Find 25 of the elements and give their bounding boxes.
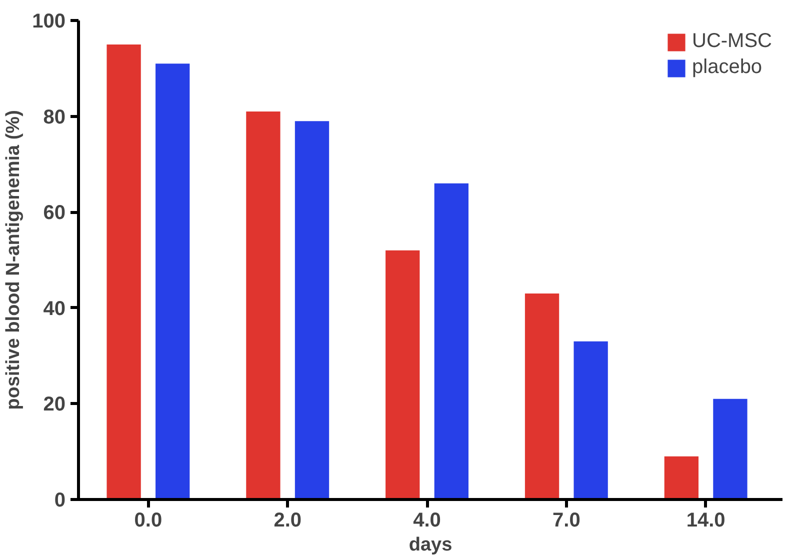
x-tick-label: 2.0 — [274, 510, 302, 532]
bar — [386, 250, 420, 500]
x-tick-label: 0.0 — [134, 510, 162, 532]
y-tick-label: 60 — [43, 202, 66, 224]
x-tick-label: 14.0 — [686, 510, 726, 532]
bar — [524, 294, 560, 500]
bar — [294, 121, 330, 500]
x-axis-title: days — [408, 534, 452, 556]
legend-label: placebo — [692, 56, 762, 79]
y-axis-title: positive blood N-antigenemia (%) — [3, 110, 24, 410]
legend-label: UC-MSC — [692, 30, 772, 53]
y-tick-label: 20 — [43, 394, 66, 416]
y-tick-label: 40 — [43, 298, 66, 320]
x-tick-label: 7.0 — [552, 510, 580, 532]
bar — [574, 341, 608, 500]
y-tick-label: 100 — [32, 10, 66, 32]
bar — [434, 183, 468, 500]
bar — [713, 398, 748, 500]
bar — [246, 112, 280, 500]
bar — [664, 456, 699, 500]
bar — [156, 64, 190, 500]
bar — [106, 44, 141, 500]
y-tick-label: 80 — [43, 106, 66, 128]
y-tick-label: 0 — [54, 490, 66, 512]
x-tick-label: 4.0 — [413, 510, 441, 532]
